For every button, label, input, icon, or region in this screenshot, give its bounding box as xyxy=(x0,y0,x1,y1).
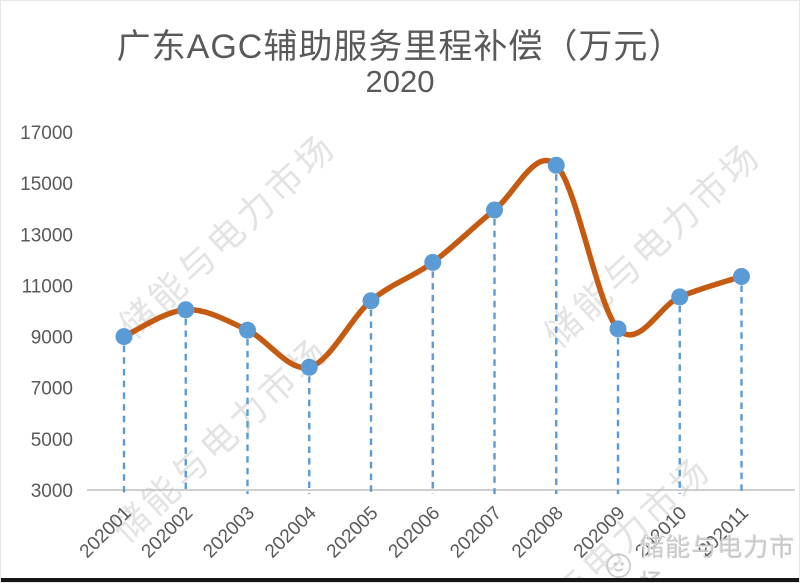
data-point-marker xyxy=(362,292,380,310)
brand-text: 储能与电力市场 xyxy=(639,534,796,582)
data-point-marker xyxy=(486,201,503,219)
x-tick-label: 202005 xyxy=(323,503,383,563)
y-tick-label: 5000 xyxy=(31,430,73,451)
data-point-marker xyxy=(547,156,565,174)
data-point-marker xyxy=(300,358,318,376)
data-point-marker xyxy=(115,328,133,346)
brand-watermark: 储能与电力市场 xyxy=(602,528,799,582)
mascot-icon xyxy=(606,552,631,579)
y-tick-label: 15000 xyxy=(20,174,73,195)
x-tick-label: 202004 xyxy=(261,502,321,562)
y-tick-label: 11000 xyxy=(22,276,73,297)
x-tick-label: 202006 xyxy=(385,503,445,563)
y-tick-label: 9000 xyxy=(31,328,73,349)
data-point-marker xyxy=(239,321,256,339)
chart-title: 广东AGC辅助服务里程补偿（万元） xyxy=(116,28,684,66)
y-tick-label: 17000 xyxy=(20,123,73,144)
bottom-bar xyxy=(1,578,799,582)
data-point-marker xyxy=(671,288,689,306)
x-tick-label: 202008 xyxy=(508,503,568,563)
y-tick-label: 7000 xyxy=(31,379,73,400)
y-tick-label: 13000 xyxy=(20,225,73,246)
data-point-marker xyxy=(177,301,195,319)
chart-subtitle: 2020 xyxy=(365,64,435,99)
x-tick-label: 202001 xyxy=(76,503,136,563)
data-point-marker xyxy=(424,253,442,271)
x-tick-label: 202003 xyxy=(199,503,259,563)
y-tick-label: 3000 xyxy=(31,481,73,502)
data-point-marker xyxy=(609,320,627,338)
x-tick-label: 202002 xyxy=(138,503,198,563)
x-tick-label: 202007 xyxy=(446,503,506,563)
data-point-marker xyxy=(733,267,750,285)
